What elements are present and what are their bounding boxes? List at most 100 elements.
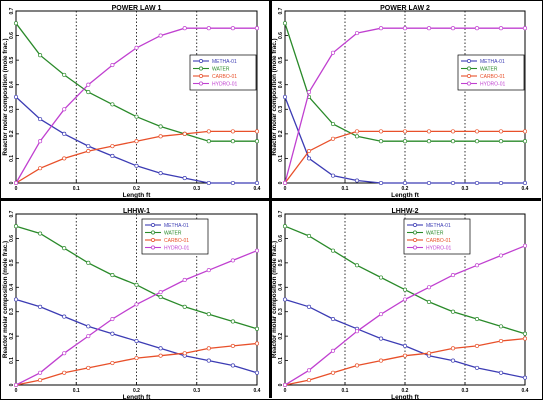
y-axis-label: Reactor molar composition (mole frac.)	[271, 38, 278, 155]
data-point	[206, 268, 211, 273]
legend-marker	[199, 74, 203, 78]
data-point	[306, 233, 312, 239]
data-point	[474, 139, 480, 144]
x-axis-label: Length ft	[391, 394, 420, 400]
x-tick-label: 0.3	[193, 388, 200, 394]
data-point	[450, 139, 456, 144]
x-tick-label: 0.2	[133, 388, 140, 394]
x-tick-label: 0.4	[254, 388, 261, 394]
x-axis-label: Length ft	[391, 192, 420, 199]
y-tick-label: 0.6	[278, 32, 284, 39]
data-point	[110, 316, 115, 322]
y-tick-label: 0.6	[278, 235, 284, 242]
data-point	[110, 144, 115, 149]
legend-marker	[151, 230, 155, 235]
data-point	[206, 139, 211, 144]
data-point	[254, 326, 260, 331]
data-point	[134, 139, 139, 144]
x-tick-label: 0.2	[133, 186, 140, 192]
legend-marker	[199, 66, 203, 71]
data-point	[306, 378, 312, 383]
data-point	[354, 31, 360, 36]
data-point	[230, 180, 235, 186]
data-point	[110, 360, 115, 366]
data-point	[426, 299, 432, 304]
x-tick-label: 0	[284, 388, 287, 394]
data-point	[230, 363, 235, 368]
data-point	[110, 102, 115, 107]
legend-label: METHA-01	[426, 223, 451, 229]
data-point	[158, 124, 163, 129]
data-point	[158, 290, 163, 295]
data-point	[402, 297, 408, 302]
y-tick-label: 0.4	[9, 81, 15, 88]
x-tick-label: 0.2	[402, 388, 409, 394]
data-point	[86, 365, 91, 370]
data-point	[86, 334, 91, 339]
x-tick-label: 0.2	[402, 186, 409, 192]
chart-title: POWER LAW 1	[112, 5, 162, 12]
data-point	[86, 149, 91, 154]
data-point	[206, 346, 211, 351]
x-axis-label: Length ft	[123, 192, 152, 199]
data-point	[330, 136, 336, 141]
x-tick-label: 0.3	[193, 186, 200, 192]
data-point	[378, 139, 384, 144]
data-point	[38, 304, 43, 309]
y-tick-label: 0.1	[9, 357, 15, 364]
chart-title: POWER LAW 2	[380, 5, 430, 12]
chart-panel-3: LHHW-1 0 0.1 0.2 0.3 0.4 0 0.1 0.2 0.3 0.4 0.5 0.6 0.…	[2, 208, 261, 400]
data-point	[378, 275, 384, 280]
data-point	[402, 287, 408, 292]
y-tick-label: 0.1	[9, 155, 15, 162]
data-point	[402, 343, 408, 348]
data-point	[330, 50, 336, 55]
y-tick-label: 0.2	[9, 332, 15, 339]
data-point	[402, 26, 408, 31]
data-point	[134, 114, 139, 119]
data-point	[254, 26, 260, 31]
legend-marker	[413, 223, 417, 227]
data-point	[206, 26, 211, 31]
y-tick-label: 0.6	[9, 235, 15, 242]
legend-marker	[199, 81, 203, 86]
legend-marker	[467, 59, 471, 63]
data-point	[62, 370, 67, 375]
x-tick-label: 0.4	[254, 186, 261, 192]
data-point	[522, 375, 528, 380]
legend-label: CARBO-01	[480, 74, 505, 80]
data-point	[522, 243, 528, 248]
y-tick-label: 0.5	[278, 56, 284, 63]
data-point	[450, 358, 456, 363]
legend-label: WATER	[480, 66, 498, 72]
data-point	[158, 33, 163, 38]
y-tick-label: 0.3	[278, 308, 284, 315]
data-point	[134, 356, 139, 361]
data-point	[426, 180, 432, 186]
y-tick-label: 0.7	[9, 210, 15, 217]
legend-marker	[151, 245, 155, 250]
data-point	[134, 338, 139, 344]
data-point	[450, 309, 456, 314]
data-point	[522, 26, 528, 31]
data-point	[450, 346, 456, 351]
data-point	[330, 248, 336, 253]
data-point	[450, 26, 456, 31]
data-point	[86, 324, 91, 329]
data-point	[498, 370, 504, 375]
y-tick-label: 0.4	[278, 284, 284, 291]
y-tick-label: 0	[9, 181, 15, 184]
data-point	[158, 134, 163, 139]
legend-label: WATER	[164, 230, 182, 236]
data-point	[522, 180, 528, 186]
data-point	[450, 273, 456, 278]
data-point	[522, 139, 528, 144]
data-point	[522, 331, 528, 336]
data-point	[38, 231, 43, 236]
data-point	[110, 153, 115, 159]
data-point	[474, 263, 480, 268]
data-point	[282, 297, 288, 302]
legend-label: WATER	[426, 230, 444, 236]
legend-label: WATER	[212, 66, 230, 72]
data-point	[62, 246, 67, 251]
